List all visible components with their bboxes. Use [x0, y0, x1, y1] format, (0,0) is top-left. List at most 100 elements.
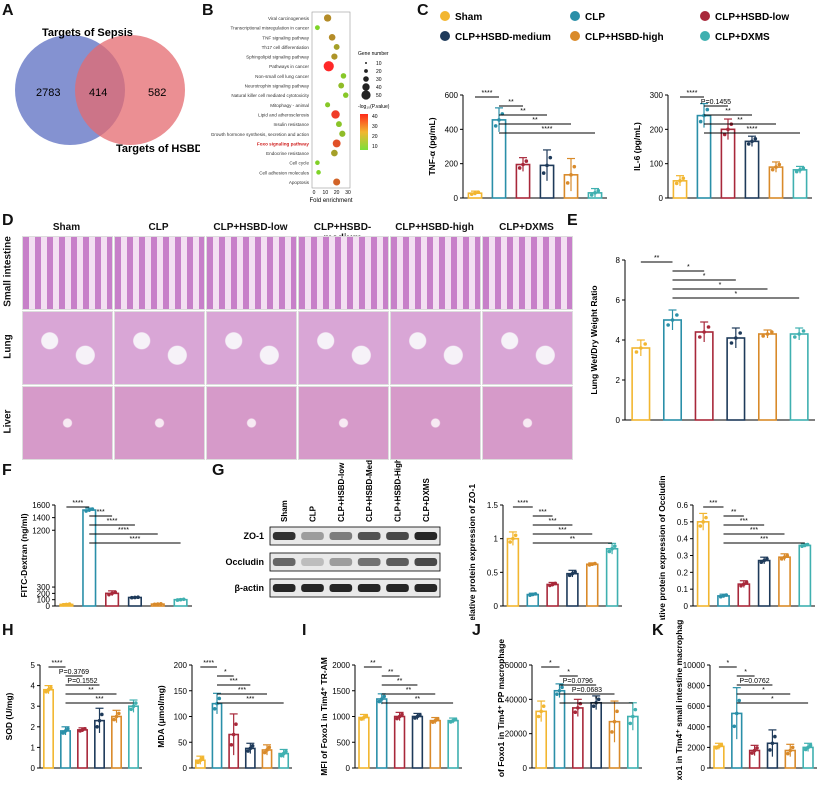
- data-point: [528, 593, 532, 598]
- data-point: [114, 714, 119, 719]
- y-axis-label: TNF-α (pg/mL): [427, 117, 437, 175]
- significance-label: P=0.1552: [67, 678, 97, 685]
- kegg-color-legend-label: 20: [372, 134, 378, 140]
- y-tick-label: 0: [454, 194, 459, 203]
- data-point: [262, 750, 267, 755]
- data-point: [785, 751, 790, 756]
- y-tick-label: 8000: [687, 682, 705, 691]
- data-point: [801, 329, 806, 333]
- y-tick-label: 1: [31, 743, 36, 752]
- data-point: [200, 756, 205, 761]
- data-point: [497, 118, 501, 122]
- data-point: [777, 162, 782, 167]
- data-point: [382, 694, 387, 699]
- significance-label: ****: [72, 500, 83, 507]
- data-point: [569, 173, 573, 177]
- y-axis-label: IL-6 (pg/mL): [632, 122, 642, 171]
- western-lane-label: CLP+HSBD-low: [337, 462, 346, 522]
- data-point: [178, 597, 183, 602]
- data-point: [578, 701, 583, 706]
- histology-row-label: Liver: [2, 409, 14, 434]
- data-point: [613, 544, 617, 548]
- kegg-dot: [340, 73, 347, 79]
- panel-c: C Sham CLP CLP+HSBD-low CLP+HSBD-medium CLP+…: [415, 0, 825, 210]
- histology-column-label: CLP: [148, 222, 169, 233]
- histology-column-label: CLP+HSBD-low: [213, 222, 288, 233]
- kegg-dot: [323, 61, 334, 72]
- significance-label: ***: [539, 509, 547, 516]
- y-tick-label: 4000: [687, 723, 705, 732]
- data-point: [698, 335, 702, 339]
- bar: [43, 688, 54, 769]
- bar: [720, 128, 736, 199]
- y-tick-label: 100: [37, 596, 51, 605]
- data-point: [530, 592, 535, 597]
- y-tick-label: 1500: [332, 687, 350, 696]
- histology-image: [206, 311, 297, 385]
- data-point: [64, 602, 69, 607]
- histology-image: [22, 236, 113, 310]
- data-point: [536, 714, 541, 719]
- data-point: [377, 699, 382, 704]
- panel-j: J 0 20000 40000 60000 MFI of Foxo1 in Tim4⁺ …: [470, 620, 650, 785]
- kegg-pathway-label: Non-small cell lung cancer: [255, 74, 309, 79]
- histology-image: [114, 311, 205, 385]
- significance-label: *: [771, 696, 774, 703]
- legend-swatch: [700, 31, 710, 41]
- kegg-pathway-label: Cell adhesion molecules: [259, 170, 309, 175]
- significance-label: ****: [129, 536, 140, 543]
- y-tick-label: 2: [616, 376, 621, 385]
- kegg-pathway-label: Transcriptional misregulation in cancer: [231, 26, 310, 31]
- data-point: [435, 717, 440, 721]
- data-point: [136, 595, 140, 600]
- bar: [744, 140, 760, 199]
- kegg-size-legend-label: 30: [376, 77, 382, 83]
- y-tick-label: 1600: [32, 501, 50, 510]
- panel-label-b: B: [202, 2, 214, 19]
- western-band: [329, 558, 353, 566]
- significance-label: ***: [740, 518, 748, 525]
- panel-k: K 0 2000 4000 6000 8000 10000 MFI of Foxo1 in …: [650, 615, 825, 785]
- data-point: [628, 721, 633, 726]
- data-point: [762, 558, 766, 563]
- data-point: [521, 162, 525, 167]
- data-point: [755, 746, 759, 750]
- kegg-size-legend-dot: [361, 90, 371, 100]
- kegg-size-legend-label: 50: [376, 93, 382, 99]
- western-lane-label: CLP: [309, 505, 318, 522]
- y-tick-label: 150: [174, 687, 188, 696]
- data-point: [265, 748, 269, 752]
- y-tick-label: 1400: [32, 514, 50, 523]
- kegg-color-legend-title: -log₁₀(P.value): [358, 104, 390, 110]
- data-point: [548, 583, 552, 588]
- data-point: [808, 743, 813, 748]
- significance-label: **: [388, 669, 394, 676]
- data-point: [397, 714, 402, 719]
- significance-label: *: [726, 660, 729, 667]
- kegg-xlabel: Fold enrichment: [309, 198, 352, 204]
- data-point: [550, 582, 555, 587]
- y-tick-label: 8: [616, 256, 621, 265]
- histology-image: [22, 386, 113, 460]
- data-point: [112, 717, 116, 722]
- data-point: [675, 313, 679, 317]
- data-point: [724, 593, 729, 597]
- significance-label: P=0.0796: [563, 678, 593, 685]
- legend-label: CLP+HSBD-low: [715, 12, 789, 23]
- bar: [778, 556, 791, 607]
- data-point: [66, 727, 70, 731]
- data-point: [159, 602, 163, 606]
- kegg-plot-frame: [311, 11, 351, 189]
- data-point: [517, 166, 522, 170]
- data-point: [61, 731, 65, 735]
- y-tick-label: 0: [523, 764, 528, 773]
- data-point: [231, 732, 236, 737]
- data-point: [770, 330, 774, 334]
- bar: [60, 730, 71, 769]
- chart-zo1: 0 0.5 1 1.5 Relative protein expression of Z…: [467, 484, 622, 620]
- data-point: [761, 334, 765, 338]
- bar: [82, 509, 97, 607]
- y-tick-label: 200: [174, 661, 188, 670]
